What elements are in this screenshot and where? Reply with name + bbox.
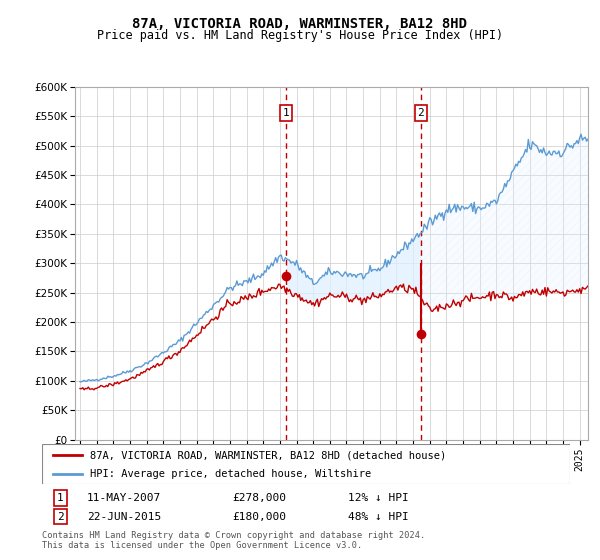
Text: 87A, VICTORIA ROAD, WARMINSTER, BA12 8HD: 87A, VICTORIA ROAD, WARMINSTER, BA12 8HD: [133, 17, 467, 31]
Text: 22-JUN-2015: 22-JUN-2015: [87, 512, 161, 521]
Text: 2: 2: [57, 512, 64, 521]
Text: 1: 1: [283, 108, 289, 118]
Text: 11-MAY-2007: 11-MAY-2007: [87, 493, 161, 503]
Text: Contains HM Land Registry data © Crown copyright and database right 2024.
This d: Contains HM Land Registry data © Crown c…: [42, 531, 425, 550]
Text: £180,000: £180,000: [232, 512, 286, 521]
Text: 2: 2: [418, 108, 424, 118]
Text: 1: 1: [57, 493, 64, 503]
FancyBboxPatch shape: [42, 444, 570, 484]
Text: 48% ↓ HPI: 48% ↓ HPI: [348, 512, 409, 521]
Text: Price paid vs. HM Land Registry's House Price Index (HPI): Price paid vs. HM Land Registry's House …: [97, 29, 503, 42]
Text: 87A, VICTORIA ROAD, WARMINSTER, BA12 8HD (detached house): 87A, VICTORIA ROAD, WARMINSTER, BA12 8HD…: [89, 450, 446, 460]
Text: £278,000: £278,000: [232, 493, 286, 503]
Text: 12% ↓ HPI: 12% ↓ HPI: [348, 493, 409, 503]
Text: HPI: Average price, detached house, Wiltshire: HPI: Average price, detached house, Wilt…: [89, 469, 371, 479]
